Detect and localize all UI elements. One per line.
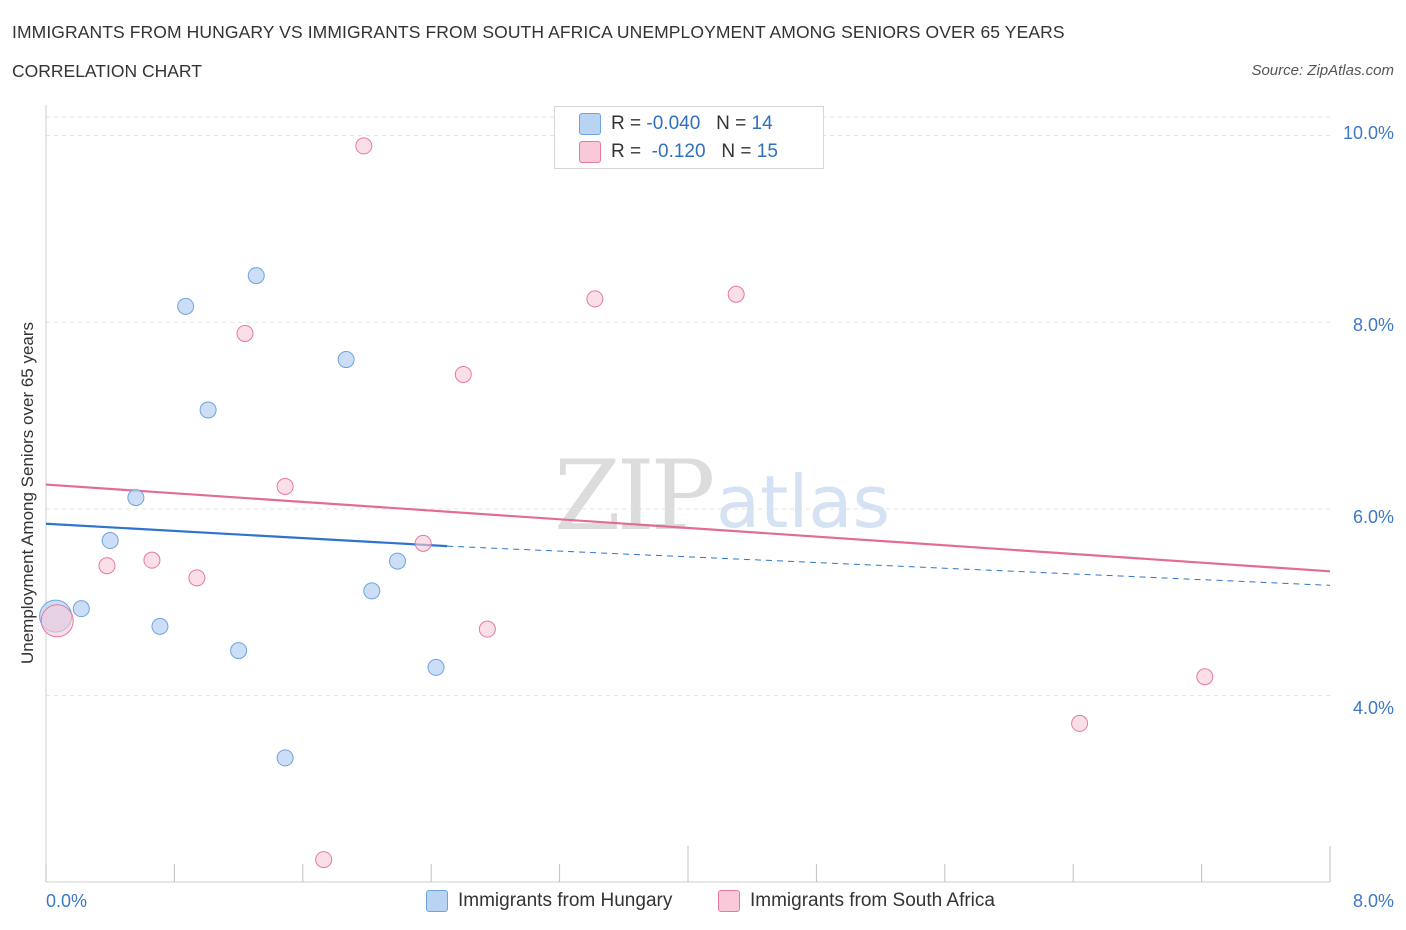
x-tick-label-max: 8.0% [1352,891,1394,911]
chart-subtitle: CORRELATION CHART [12,61,202,81]
point-south-africa-9 [454,365,472,383]
series-label-hungary: Immigrants from Hungary [458,890,673,912]
chart-title: IMMIGRANTS FROM HUNGARY VS IMMIGRANTS FR… [12,22,1065,42]
point-south-africa-10 [478,620,496,638]
point-south-africa-8 [414,534,432,552]
watermark-zip: ZIP [554,440,715,552]
point-south-africa-6 [315,851,333,869]
point-south-africa-4 [236,324,254,342]
series-swatch-hungary [426,890,448,912]
trend-line-south-africa [45,483,1331,573]
data-points [39,137,1214,869]
trend-line-hungary [45,522,448,548]
source-credit: Source: ZipAtlas.com [1251,62,1394,79]
legend-swatch-south-africa [579,141,601,163]
point-hungary-12 [388,552,406,570]
trend-lines [45,483,1331,586]
legend-r-value: -0.120 [651,141,706,163]
y-tick-label-8: 8.0% [1352,315,1394,335]
point-hungary-9 [276,749,294,767]
series-legend-hungary: Immigrants from Hungary [426,890,672,912]
point-south-africa-1 [98,557,116,575]
gridlines [46,116,1330,696]
legend-n-label: N = [716,113,747,135]
legend-swatch-hungary [579,113,601,135]
point-hungary-13 [427,658,445,676]
point-hungary-10 [337,351,355,369]
legend-n-label: N = [721,141,752,163]
point-south-africa-2 [143,551,161,569]
point-hungary-7 [230,642,248,660]
trend-line-hungary-extrapolated [447,545,1331,586]
legend-n-value: 15 [756,141,778,163]
legend-r-label: R = [611,113,642,135]
legend-row-hungary: R = -0.040 N = 14 [579,113,773,137]
legend-row-south-africa: R = -0.120 N = 15 [579,141,778,165]
point-hungary-1 [72,600,90,618]
correlation-legend: R = -0.040 N = 14 R = -0.120 N = 15 [554,106,824,169]
y-tick-label-10: 10.0% [1342,123,1394,143]
y-axis-label: Unemployment Among Seniors over 65 years [18,321,37,665]
series-swatch-south-africa [718,890,740,912]
point-hungary-8 [247,267,265,285]
point-south-africa-14 [1196,668,1214,686]
x-tick-label-min: 0.0% [46,891,88,911]
axes [45,105,1331,883]
y-tick-label-6: 6.0% [1352,507,1394,527]
point-hungary-2 [101,532,119,550]
point-south-africa-12 [727,285,745,303]
series-legend-south-africa: Immigrants from South Africa [718,890,995,912]
point-hungary-5 [177,297,195,315]
watermark-atlas: atlas [716,460,890,544]
legend-r-label: R = [611,141,642,163]
y-tick-label-4: 4.0% [1352,698,1394,718]
point-hungary-11 [363,582,381,600]
point-south-africa-11 [586,290,604,308]
point-south-africa-0 [40,604,74,638]
series-label-south-africa: Immigrants from South Africa [750,890,995,912]
legend-r-value: -0.040 [646,113,701,135]
point-hungary-3 [127,489,145,507]
point-hungary-4 [151,617,169,635]
legend-n-value: 14 [751,113,773,135]
point-south-africa-5 [276,477,294,495]
point-hungary-6 [199,401,217,419]
point-south-africa-7 [355,137,373,155]
point-south-africa-3 [188,569,206,587]
point-south-africa-13 [1071,714,1089,732]
